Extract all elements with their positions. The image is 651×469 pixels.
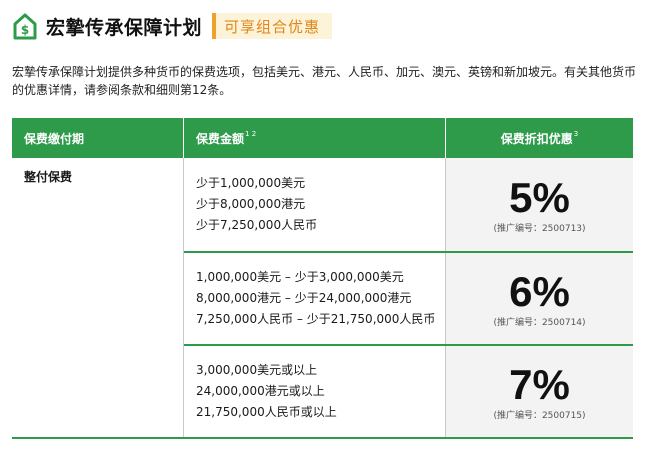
amount-line: 少于8,000,000港元 xyxy=(196,197,306,211)
amount-line: 少于1,000,000美元 xyxy=(196,176,306,190)
header-discount: 保费折扣优惠 3 xyxy=(500,130,579,146)
amount-cell: 3,000,000美元或以上 24,000,000港元或以上 21,750,00… xyxy=(184,346,446,437)
discount-cell: 7% (推广编号：2500715) xyxy=(446,346,633,437)
discount-percent: 6% xyxy=(509,267,570,315)
amount-line: 7,250,000人民币 – 少于21,750,000人民币 xyxy=(196,312,436,326)
promo-code: (推广编号：2500715) xyxy=(493,410,586,421)
discount-cell: 5% (推广编号：2500713) xyxy=(446,158,633,251)
header-premium-amount: 保费金额 1 2 xyxy=(184,118,446,158)
offer-badge: 可享组合优惠 xyxy=(212,13,333,39)
table-body: 整付保费 少于1,000,000美元 少于8,000,000港元 少于7,250… xyxy=(12,158,633,439)
table-row: 3,000,000美元或以上 24,000,000港元或以上 21,750,00… xyxy=(184,344,633,437)
amount-line: 1,000,000美元 – 少于3,000,000美元 xyxy=(196,270,404,284)
page-title: 宏摯传承保障计划 xyxy=(46,16,203,39)
discount-percent: 5% xyxy=(509,173,570,221)
intro-text: 宏摯传承保障计划提供多种货币的保费选项，包括美元、港元、人民币、加元、澳元、英镑… xyxy=(12,65,637,97)
header-payment-term: 保费缴付期 xyxy=(12,118,184,158)
page-header: $ 宏摯传承保障计划 可享组合优惠 xyxy=(12,10,333,42)
amount-line: 少于7,250,000人民币 xyxy=(196,218,318,232)
amount-line: 24,000,000港元或以上 xyxy=(196,384,325,398)
amount-line: 3,000,000美元或以上 xyxy=(196,363,318,377)
amount-line: 21,750,000人民币或以上 xyxy=(196,405,337,419)
discount-percent: 7% xyxy=(509,360,570,408)
discount-cell: 6% (推广编号：2500714) xyxy=(446,253,633,344)
table-header: 保费缴付期 保费金额 1 2 保费折扣优惠 3 xyxy=(12,118,633,158)
payment-term-cell: 整付保费 xyxy=(12,158,184,437)
footnote-ref: 3 xyxy=(573,130,579,138)
amount-cell: 少于1,000,000美元 少于8,000,000港元 少于7,250,000人… xyxy=(184,158,446,251)
amount-cell: 1,000,000美元 – 少于3,000,000美元 8,000,000港元 … xyxy=(184,253,446,344)
svg-text:$: $ xyxy=(21,23,29,37)
amount-line: 8,000,000港元 – 少于24,000,000港元 xyxy=(196,291,412,305)
promo-code: (推广编号：2500714) xyxy=(493,317,586,328)
table-row: 少于1,000,000美元 少于8,000,000港元 少于7,250,000人… xyxy=(184,158,633,251)
footnote-ref: 1 2 xyxy=(245,130,257,138)
promo-code: (推广编号：2500713) xyxy=(493,223,586,234)
discount-table: 保费缴付期 保费金额 1 2 保费折扣优惠 3 整付保费 少于1,000,000美元… xyxy=(12,118,633,439)
table-row: 1,000,000美元 – 少于3,000,000美元 8,000,000港元 … xyxy=(184,251,633,344)
house-dollar-icon: $ xyxy=(13,13,37,40)
